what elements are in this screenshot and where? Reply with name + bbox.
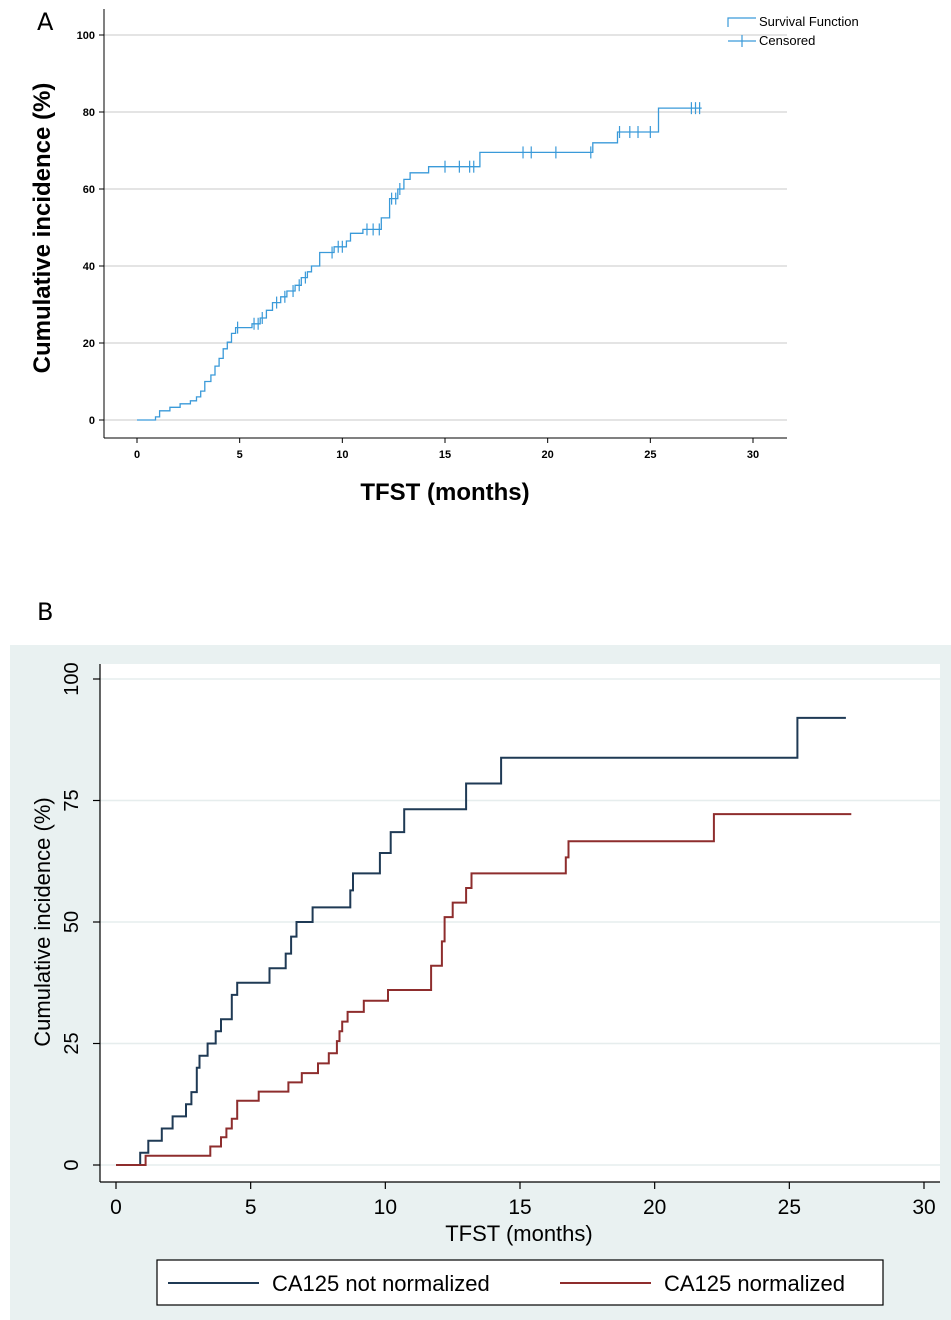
chart-a-y-ticks: 0 20 40 60 80 100: [77, 30, 104, 427]
chart-b-y-tick-label: 25: [61, 1032, 83, 1054]
survival-function-line: [137, 108, 702, 420]
panel-label-b: B: [37, 598, 53, 626]
chart-a-x-label: TFST (months): [360, 479, 529, 506]
chart-a-grid: [104, 35, 787, 420]
chart-b-x-tick-label: 5: [245, 1196, 257, 1219]
chart-b-y-tick-label: 100: [61, 662, 83, 695]
chart-b-plot-area: [100, 664, 940, 1182]
chart-b-x-label: TFST (months): [445, 1221, 593, 1246]
chart-a-y-tick-label: 100: [77, 30, 95, 42]
chart-a-y-tick-label: 60: [83, 184, 95, 196]
chart-b-x-tick-label: 15: [508, 1196, 531, 1219]
chart-a-y-tick-label: 20: [83, 338, 95, 350]
legend-survival-function-label: Survival Function: [759, 14, 859, 29]
chart-a-x-tick-label: 10: [336, 449, 348, 461]
panel-label-a: A: [37, 8, 54, 36]
chart-b-x-tick-label: 30: [912, 1196, 935, 1219]
chart-a-y-tick-label: 0: [89, 415, 95, 427]
chart-a-x-tick-label: 25: [644, 449, 656, 461]
chart-b-x-tick-label: 25: [778, 1196, 801, 1219]
chart-a-y-tick-label: 80: [83, 107, 95, 119]
chart-b-y-tick-label: 75: [61, 789, 83, 811]
chart-a-series: [137, 102, 702, 420]
legend-normalized-label: CA125 normalized: [664, 1271, 845, 1296]
chart-a: 0 20 40 60 80 100 0 5 10 15 20 25 30 Cumulative inc…: [29, 9, 859, 506]
chart-b-y-tick-label: 50: [61, 911, 83, 933]
chart-a-legend: Survival Function Censored: [728, 14, 859, 48]
chart-b-x-tick-label: 10: [374, 1196, 397, 1219]
chart-a-x-tick-label: 0: [134, 449, 140, 461]
chart-b-x-tick-label: 0: [110, 1196, 122, 1219]
chart-a-x-tick-label: 30: [747, 449, 759, 461]
legend-survival-function-swatch: [728, 18, 756, 27]
legend-not-normalized-label: CA125 not normalized: [272, 1271, 490, 1296]
chart-b-y-label: Cumulative incidence (%): [30, 797, 55, 1046]
chart-b-x-tick-label: 20: [643, 1196, 666, 1219]
chart-b-legend: CA125 not normalized CA125 normalized: [157, 1260, 883, 1305]
chart-b-y-tick-label: 0: [61, 1159, 83, 1170]
legend-censored-label: Censored: [759, 33, 815, 48]
chart-a-x-tick-label: 20: [542, 449, 554, 461]
chart-a-x-ticks: 0 5 10 15 20 25 30: [134, 438, 759, 461]
chart-a-x-tick-label: 5: [237, 449, 243, 461]
chart-a-x-tick-label: 15: [439, 449, 451, 461]
chart-a-y-tick-label: 40: [83, 261, 95, 273]
chart-a-y-label: Cumulative incidence (%): [29, 83, 56, 374]
